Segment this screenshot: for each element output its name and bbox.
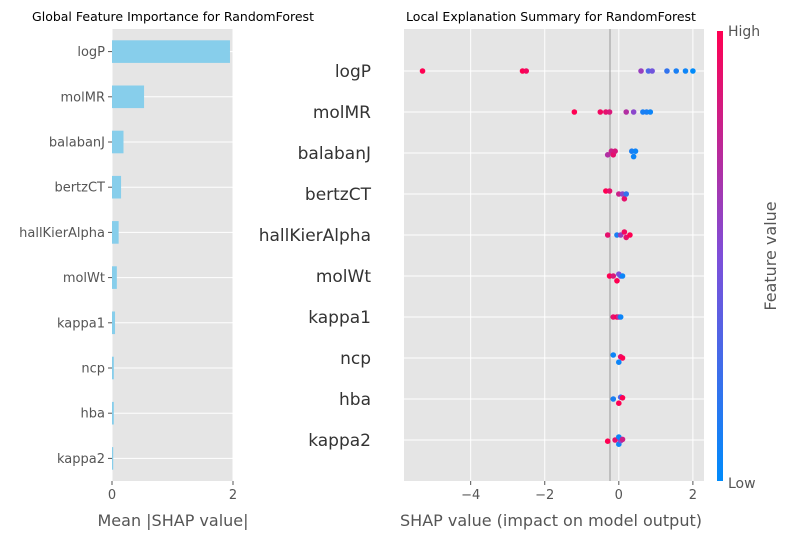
shap-point [630, 109, 637, 115]
importance-feature-label: kappa1 [57, 316, 105, 331]
shap-point [621, 229, 628, 235]
summary-x-axis-label: SHAP value (impact on model output) [400, 511, 702, 530]
summary-chart: logP molMR balabanJ bertzCT hallKierAlpha mol… [259, 9, 704, 530]
shap-point [610, 273, 617, 279]
colorbar: High Low Feature value [717, 24, 780, 492]
importance-bar [112, 85, 145, 109]
shap-point [682, 68, 689, 74]
importance-bar [112, 401, 114, 425]
shap-point [614, 278, 620, 284]
summary-feature-label: ncp [340, 349, 371, 369]
shap-point [612, 437, 618, 443]
shap-point [597, 109, 604, 115]
summary-feature-label: bertzCT [305, 185, 372, 205]
importance-x-tick-label: 2 [229, 488, 237, 503]
shap-point [419, 68, 426, 74]
shap-point [606, 109, 613, 115]
shap-point [638, 68, 644, 74]
colorbar-title: Feature value [761, 201, 780, 310]
summary-x-tick-label: 0 [615, 488, 623, 503]
summary-feature-label: balabanJ [298, 144, 371, 164]
shap-point [621, 196, 628, 202]
importance-feature-label: ncp [81, 362, 105, 377]
shap-point [673, 68, 680, 74]
summary-feature-label: kappa2 [308, 431, 371, 451]
shap-point [647, 109, 654, 115]
shap-point [649, 68, 655, 74]
shap-point [604, 438, 611, 445]
importance-bar [112, 356, 114, 380]
summary-feature-labels: logP molMR balabanJ bertzCT hallKierAlpha mol… [259, 62, 372, 451]
shap-point [604, 232, 611, 238]
importance-bar [112, 130, 124, 154]
colorbar-low-label: Low [728, 476, 756, 492]
shap-point [571, 109, 578, 115]
importance-bar [112, 447, 114, 470]
shap-point [664, 68, 670, 74]
importance-feature-label: bertzCT [54, 181, 105, 196]
summary-plot-background [404, 29, 704, 481]
summary-chart-title: Local Explanation Summary for RandomFore… [406, 9, 696, 24]
shap-point [619, 395, 626, 401]
shap-point [612, 148, 618, 154]
importance-bar [112, 311, 116, 335]
shap-point [616, 400, 622, 407]
colorbar-high-label: High [728, 24, 760, 40]
importance-bar [112, 40, 230, 63]
shap-point [610, 352, 617, 358]
importance-feature-label: molMR [61, 90, 105, 105]
shap-point [604, 152, 611, 158]
summary-feature-label: hba [339, 390, 371, 410]
shap-point [617, 314, 624, 320]
importance-bar [112, 175, 122, 199]
shap-point [623, 191, 630, 197]
importance-feature-label: hba [81, 407, 105, 422]
shap-point [632, 148, 639, 154]
summary-feature-label: molMR [313, 103, 371, 123]
summary-feature-label: kappa1 [308, 308, 371, 328]
importance-feature-label: hallKierAlpha [19, 226, 105, 241]
shap-point [630, 153, 637, 160]
shap-point [619, 436, 626, 443]
summary-x-tick-label: −4 [461, 488, 480, 503]
shap-point [616, 359, 622, 366]
importance-feature-label: molWt [63, 271, 105, 286]
importance-bar [112, 266, 117, 289]
importance-chart: logP molMR balabanJ bertzCT hallKierAlpha mol… [19, 9, 314, 530]
summary-x-tick-label: −2 [535, 488, 554, 503]
summary-feature-label: logP [335, 62, 371, 82]
shap-point [619, 355, 626, 361]
shap-point [623, 109, 630, 115]
shap-point [523, 68, 530, 74]
shap-point [606, 188, 613, 194]
importance-feature-label: balabanJ [49, 136, 105, 151]
shap-point [619, 273, 626, 279]
importance-feature-labels: logP molMR balabanJ bertzCT hallKierAlpha mol… [19, 45, 112, 467]
shap-point [617, 232, 624, 238]
importance-x-tick-label: 0 [108, 488, 116, 503]
importance-chart-title: Global Feature Importance for RandomFore… [32, 9, 314, 24]
importance-bar [112, 221, 119, 244]
colorbar-gradient [717, 31, 723, 481]
importance-bars [112, 40, 230, 470]
summary-feature-label: hallKierAlpha [259, 226, 371, 246]
importance-feature-label: kappa2 [57, 452, 105, 467]
summary-x-tick-label: 2 [689, 488, 697, 503]
shap-point [610, 396, 617, 402]
importance-x-axis-label: Mean |SHAP value| [97, 511, 248, 530]
shap-point [627, 232, 633, 238]
summary-points [419, 68, 696, 448]
summary-x-ticks: −4 −2 0 2 [461, 481, 697, 503]
importance-feature-label: logP [77, 45, 105, 60]
shap-point [690, 68, 696, 74]
summary-feature-label: molWt [316, 267, 371, 287]
